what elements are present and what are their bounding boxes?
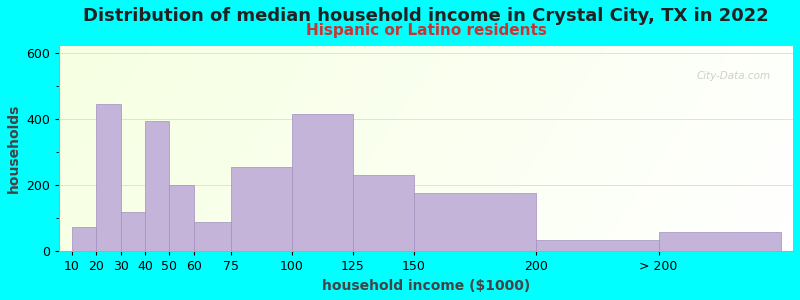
Bar: [96, 104, 121, 251]
Text: City-Data.com: City-Data.com: [697, 70, 771, 81]
Title: Distribution of median household income in Crystal City, TX in 2022: Distribution of median household income …: [83, 7, 769, 25]
Text: Hispanic or Latino residents: Hispanic or Latino residents: [306, 23, 546, 38]
X-axis label: household income ($1000): household income ($1000): [322, 279, 530, 293]
Bar: [658, 232, 781, 251]
Bar: [414, 194, 536, 251]
Bar: [230, 167, 292, 251]
Bar: [170, 185, 194, 251]
Y-axis label: households: households: [7, 104, 21, 194]
Bar: [292, 114, 353, 251]
Bar: [145, 121, 170, 251]
Bar: [353, 175, 414, 251]
Bar: [72, 226, 96, 251]
Bar: [121, 212, 145, 251]
Bar: [536, 240, 658, 251]
Bar: [194, 222, 230, 251]
